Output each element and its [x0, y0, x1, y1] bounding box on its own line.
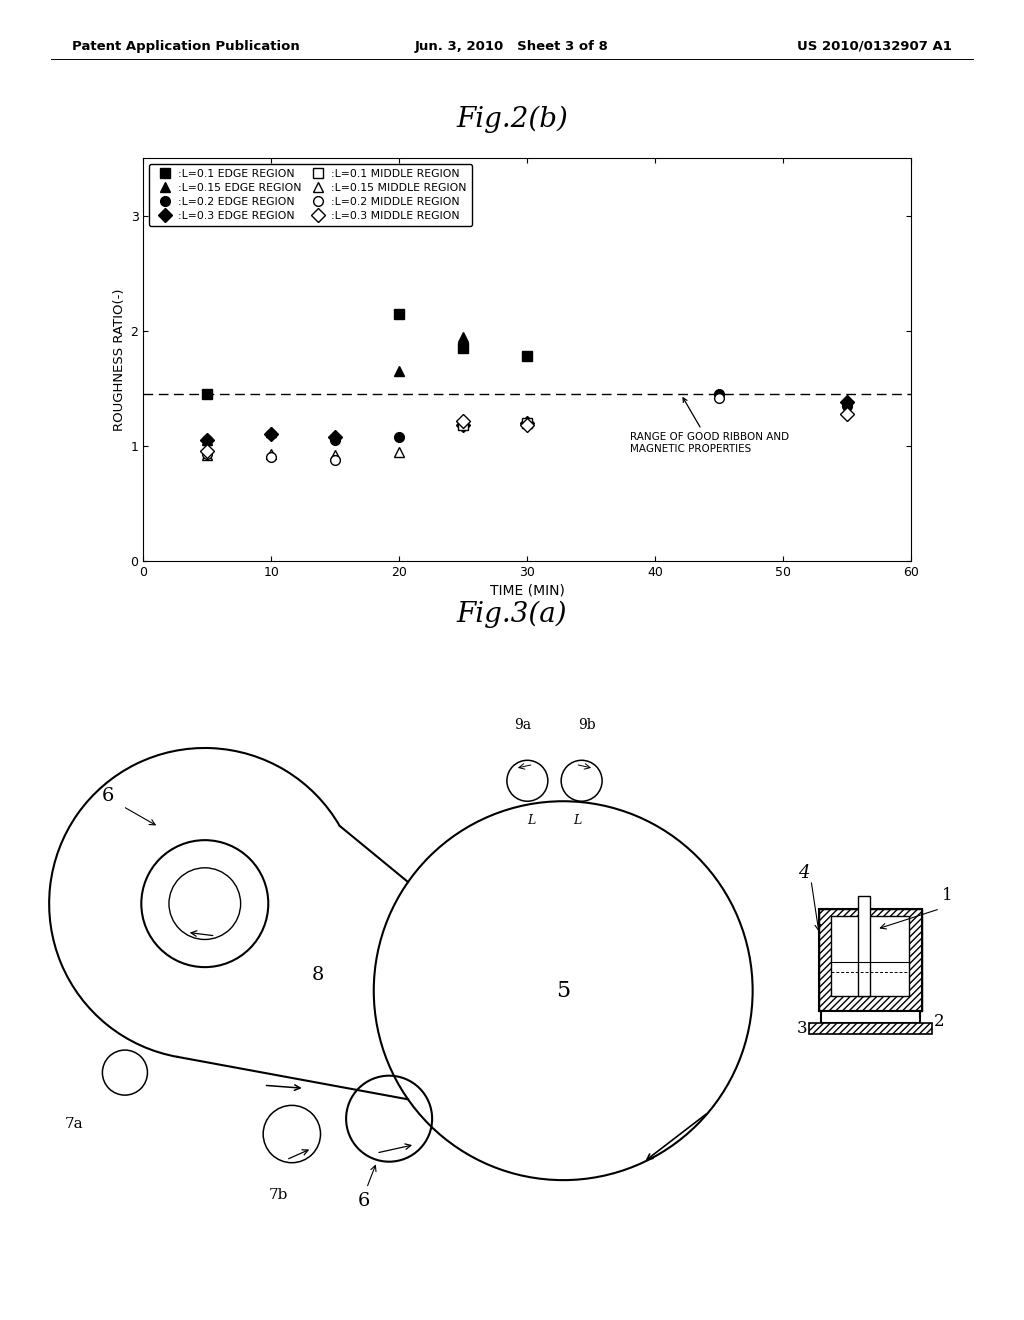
Text: 4: 4: [798, 863, 810, 882]
Bar: [821, 1011, 920, 1023]
Text: 7b: 7b: [269, 1188, 288, 1203]
Text: 9a: 9a: [514, 718, 530, 731]
Text: 3: 3: [797, 1020, 807, 1038]
Text: 5: 5: [556, 979, 570, 1002]
Text: 8: 8: [311, 966, 324, 985]
Bar: [831, 916, 909, 995]
Text: RANGE OF GOOD RIBBON AND
MAGNETIC PROPERTIES: RANGE OF GOOD RIBBON AND MAGNETIC PROPER…: [630, 397, 788, 454]
Text: L: L: [573, 813, 582, 826]
Bar: [819, 908, 922, 1011]
Bar: [819, 908, 922, 1011]
Text: 7a: 7a: [65, 1117, 83, 1131]
Text: Jun. 3, 2010   Sheet 3 of 8: Jun. 3, 2010 Sheet 3 of 8: [415, 40, 609, 53]
Text: 6: 6: [101, 787, 114, 805]
Bar: [858, 896, 870, 995]
Bar: [809, 1023, 932, 1034]
Text: US 2010/0132907 A1: US 2010/0132907 A1: [798, 40, 952, 53]
Text: Fig.2(b): Fig.2(b): [456, 106, 568, 133]
Text: 1: 1: [942, 887, 952, 904]
Text: 2: 2: [934, 1012, 944, 1030]
Text: 9b: 9b: [578, 718, 596, 731]
Y-axis label: ROUGHNESS RATIO(-): ROUGHNESS RATIO(-): [114, 289, 126, 430]
Text: L: L: [527, 813, 536, 826]
Text: Patent Application Publication: Patent Application Publication: [72, 40, 299, 53]
X-axis label: TIME (MIN): TIME (MIN): [489, 583, 565, 597]
Text: Fig.3(a): Fig.3(a): [457, 601, 567, 628]
Text: 6: 6: [357, 1192, 370, 1209]
Legend: :L=0.1 EDGE REGION, :L=0.15 EDGE REGION, :L=0.2 EDGE REGION, :L=0.3 EDGE REGION,: :L=0.1 EDGE REGION, :L=0.15 EDGE REGION,…: [148, 164, 472, 226]
